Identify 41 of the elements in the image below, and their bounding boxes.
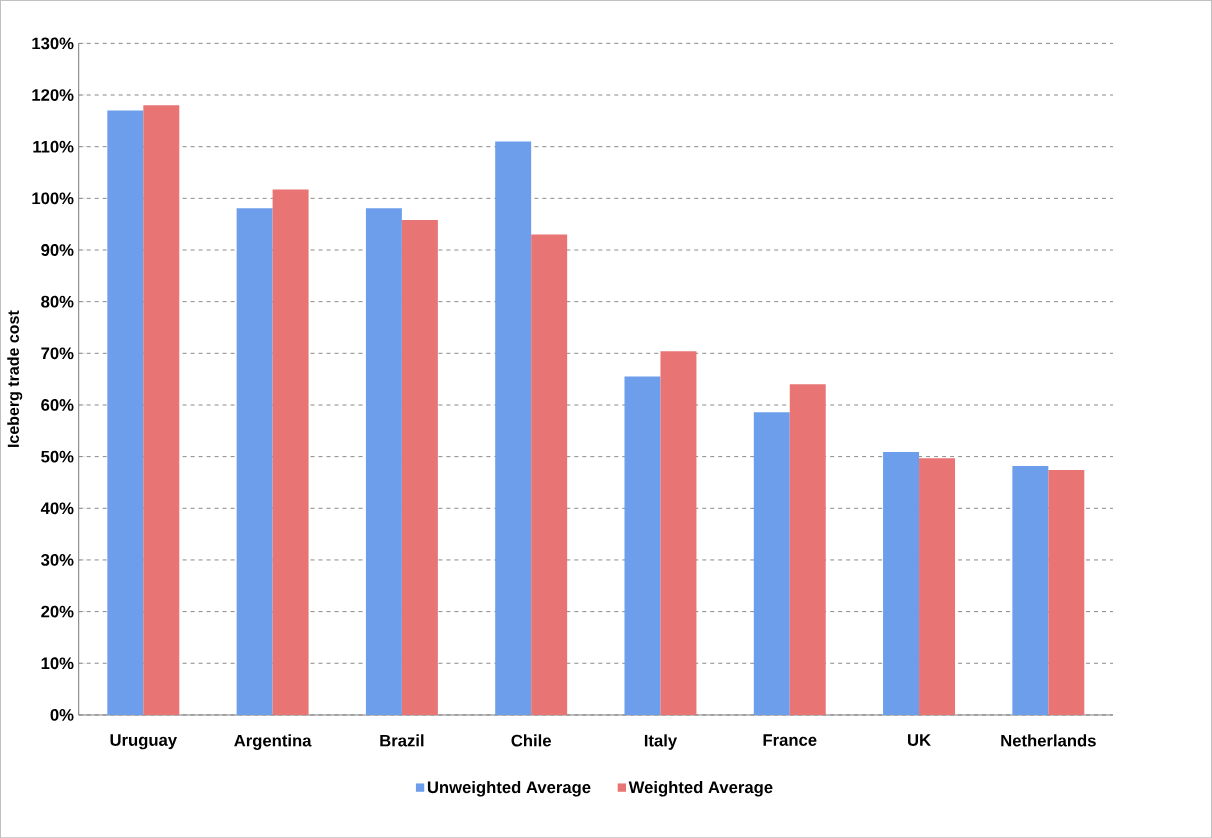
bar bbox=[495, 141, 532, 715]
y-tick-label: 120% bbox=[32, 89, 74, 101]
y-tick-label: 40% bbox=[40, 502, 74, 515]
bar bbox=[107, 110, 144, 715]
x-tick-label: Chile bbox=[511, 734, 551, 747]
bar bbox=[272, 189, 309, 715]
bar bbox=[789, 384, 826, 715]
bar bbox=[660, 351, 697, 715]
bar bbox=[624, 376, 661, 715]
y-tick-label: 90% bbox=[41, 244, 74, 256]
bar bbox=[401, 219, 438, 715]
bar bbox=[531, 234, 568, 715]
x-tick-label: Italy bbox=[644, 734, 678, 750]
bar bbox=[753, 412, 790, 715]
legend-label: Weighted Average bbox=[628, 780, 773, 797]
y-tick-label: 20% bbox=[41, 605, 74, 618]
x-tick-label: UK bbox=[908, 734, 931, 746]
x-tick-label: France bbox=[763, 734, 817, 746]
bar bbox=[143, 105, 180, 715]
y-tick-label: 10% bbox=[41, 657, 74, 670]
bar bbox=[236, 208, 273, 715]
x-tick-label: Netherlands bbox=[1001, 734, 1096, 747]
y-tick-label: 60% bbox=[41, 398, 74, 411]
y-tick-label: 50% bbox=[41, 450, 74, 463]
x-tick-label: Uruguay bbox=[110, 734, 177, 750]
y-axis-title: Iceberg trade cost bbox=[7, 310, 23, 447]
bar bbox=[1012, 465, 1049, 715]
y-tick-label: 110% bbox=[33, 140, 74, 153]
legend-label: Unweighted Average bbox=[427, 780, 591, 797]
y-tick-label: 100% bbox=[32, 192, 74, 205]
y-tick-label: 30% bbox=[41, 553, 74, 566]
y-tick-label: 130% bbox=[32, 37, 74, 50]
y-tick-label: 70% bbox=[41, 347, 74, 360]
bar bbox=[919, 458, 956, 715]
bar bbox=[883, 451, 920, 715]
bar bbox=[365, 208, 402, 715]
x-tick-label: Argentina bbox=[234, 734, 312, 750]
bar bbox=[1048, 469, 1085, 715]
y-tick-label: 0% bbox=[50, 708, 74, 721]
x-tick-label: Brazil bbox=[380, 734, 424, 747]
y-tick-label: 80% bbox=[41, 295, 74, 308]
